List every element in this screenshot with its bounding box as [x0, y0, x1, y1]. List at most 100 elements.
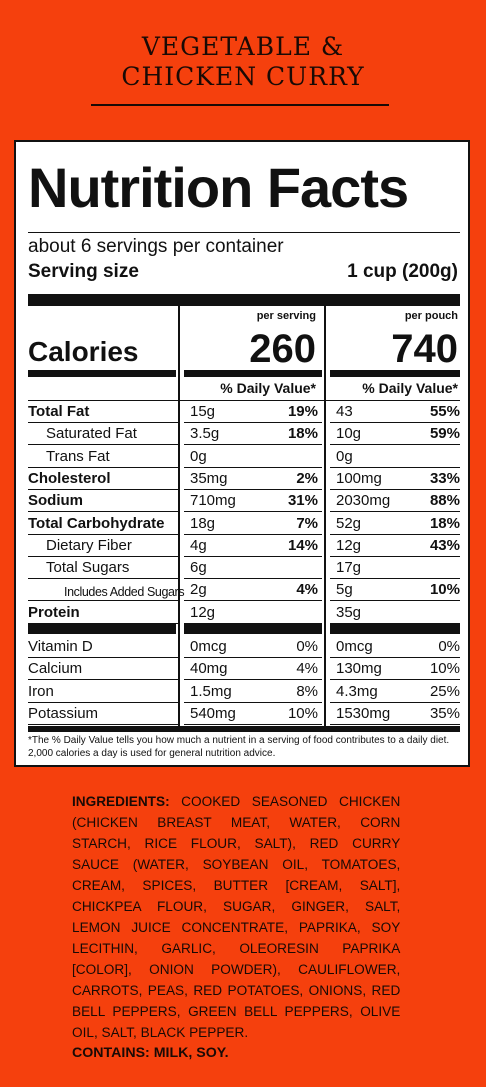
per-pouch-daily-value: 55% — [429, 403, 460, 420]
per-pouch-amount: 0g — [336, 447, 353, 465]
per-serving-amount: 0mcg — [190, 638, 227, 655]
nutrient-name: Total Fat — [28, 403, 90, 420]
per-pouch-amount: 12g — [336, 536, 362, 554]
nutrient-name: Includes Added Sugars — [64, 585, 185, 600]
calories-per-pouch: 740 — [391, 327, 458, 371]
footnote-rule — [28, 726, 460, 732]
vitamin-row: Calcium 40mg 4% 130mg 10% — [28, 658, 460, 681]
ingredients-label: INGREDIENTS: — [72, 794, 170, 810]
nutrient-name: Total Sugars — [46, 559, 130, 577]
per-serving-daily-value: 31% — [287, 492, 318, 510]
nutrient-name: Protein — [28, 603, 80, 621]
per-serving-amount: 15g — [190, 403, 216, 420]
nutrition-facts-label: Nutrition Facts about 6 servings per con… — [14, 140, 470, 767]
per-serving-amount: 6g — [190, 559, 207, 577]
per-pouch-amount: 130mg — [336, 660, 382, 678]
daily-value-footnote: *The % Daily Value tells you how much a … — [28, 735, 450, 759]
per-serving-amount: 0g — [190, 447, 207, 465]
heading-rule — [28, 232, 460, 233]
nutrient-name: Potassium — [28, 704, 99, 722]
per-pouch-amount: 35g — [336, 603, 362, 621]
ingredients-list: COOKED SEASONED CHICKEN (CHICKEN BREAST … — [72, 794, 401, 1041]
per-pouch-amount: 43 — [336, 403, 353, 420]
per-serving-amount: 540mg — [190, 704, 236, 722]
serving-size-label: Serving size — [28, 261, 139, 282]
per-pouch-daily-value: 59% — [429, 425, 460, 443]
per-pouch-amount: 1530mg — [336, 704, 391, 722]
nutrient-row: Total Sugars 6g 17g — [28, 557, 460, 580]
vitamin-rule-1 — [28, 624, 176, 634]
nutrient-row: Trans Fat 0g 0g — [28, 446, 460, 468]
per-pouch-daily-value: 10% — [429, 581, 460, 599]
per-pouch-amount: 0mcg — [336, 638, 373, 655]
product-title-line1: VEGETABLE & — [141, 32, 345, 61]
per-serving-amount: 35mg — [190, 469, 228, 487]
per-serving-amount: 1.5mg — [190, 682, 232, 700]
per-serving-amount: 2g — [190, 581, 207, 599]
title-divider — [91, 104, 389, 106]
per-serving-daily-value: 19% — [287, 403, 318, 420]
per-serving-daily-value: 8% — [296, 682, 318, 700]
per-pouch-daily-value: 18% — [429, 514, 460, 532]
per-pouch-amount: 2030mg — [336, 492, 391, 510]
nutrient-name: Saturated Fat — [46, 425, 137, 443]
nutrient-name: Vitamin D — [28, 638, 93, 655]
allergen-statement: CONTAINS: MILK, SOY. — [72, 1045, 229, 1061]
column-divider-2 — [324, 306, 326, 726]
per-serving-amount: 40mg — [190, 660, 228, 678]
per-serving-amount: 4g — [190, 536, 207, 554]
nutrient-name: Calcium — [28, 660, 83, 678]
nutrient-row: Sodium 710mg 31% 2030mg 88% — [28, 490, 460, 513]
product-title: VEGETABLE & CHICKEN CURRY — [0, 32, 486, 92]
calories-rule-1 — [28, 370, 176, 377]
per-serving-amount: 710mg — [190, 492, 236, 510]
calories-rule-2 — [184, 370, 322, 377]
per-pouch-amount: 5g — [336, 581, 353, 599]
per-pouch-amount: 4.3mg — [336, 682, 378, 700]
nutrient-row: Dietary Fiber 4g 14% 12g 43% — [28, 535, 460, 557]
nutrient-row: Protein 12g 35g — [28, 602, 460, 624]
nutrient-name: Dietary Fiber — [46, 536, 132, 554]
vitamin-row: Vitamin D 0mcg 0% 0mcg 0% — [28, 636, 460, 658]
calories-rule-3 — [330, 370, 460, 377]
per-serving-daily-value: 10% — [287, 704, 318, 722]
calories-label: Calories — [28, 336, 139, 367]
nutrient-name: Trans Fat — [46, 447, 110, 465]
nutrient-row: Total Carbohydrate 18g 7% 52g 18% — [28, 513, 460, 535]
per-serving-amount: 12g — [190, 603, 216, 621]
per-serving-amount: 18g — [190, 514, 216, 532]
nutrient-name: Iron — [28, 682, 54, 700]
per-serving-daily-value: 4% — [296, 581, 318, 599]
per-serving-daily-value: 2% — [296, 469, 318, 487]
per-pouch-daily-value: 43% — [429, 536, 460, 554]
vitamin-row: Potassium 540mg 10% 1530mg 35% — [28, 703, 460, 725]
nutrient-row: Total Fat 15g 19% 43 55% — [28, 401, 460, 423]
per-pouch-daily-value: 0% — [438, 638, 460, 655]
nutrient-name: Total Carbohydrate — [28, 514, 165, 532]
per-pouch-daily-value: 88% — [429, 492, 460, 510]
vitamin-rule-3 — [330, 624, 460, 634]
calories-per-serving: 260 — [249, 327, 316, 371]
per-serving-daily-value: 4% — [296, 660, 318, 678]
per-pouch-daily-value: 25% — [429, 682, 460, 700]
nutrient-name: Sodium — [28, 492, 83, 510]
ingredients-text: INGREDIENTS: COOKED SEASONED CHICKEN (CH… — [72, 792, 400, 1044]
dv-header-rule — [28, 400, 460, 401]
per-serving-daily-value: 14% — [287, 536, 318, 554]
serving-size-value: 1 cup (200g) — [347, 261, 458, 282]
per-pouch-daily-value: 10% — [429, 660, 460, 678]
per-pouch-daily-value: 35% — [429, 704, 460, 722]
product-title-line2: CHICKEN CURRY — [121, 62, 365, 91]
daily-value-header-serving: % Daily Value* — [220, 380, 316, 396]
per-serving-header: per serving — [256, 310, 316, 322]
per-serving-amount: 3.5g — [190, 425, 220, 443]
vitamin-row: Iron 1.5mg 8% 4.3mg 25% — [28, 681, 460, 703]
serving-thick-rule — [28, 294, 460, 306]
nutrient-row: Includes Added Sugars 2g 4% 5g 10% — [28, 579, 460, 602]
per-pouch-amount: 10g — [336, 425, 362, 443]
vitamin-rule-2 — [184, 624, 322, 634]
nutrient-row: Saturated Fat 3.5g 18% 10g 59% — [28, 423, 460, 446]
per-pouch-header: per pouch — [404, 310, 458, 322]
per-pouch-amount: 100mg — [336, 469, 382, 487]
daily-value-header-pouch: % Daily Value* — [362, 380, 458, 396]
